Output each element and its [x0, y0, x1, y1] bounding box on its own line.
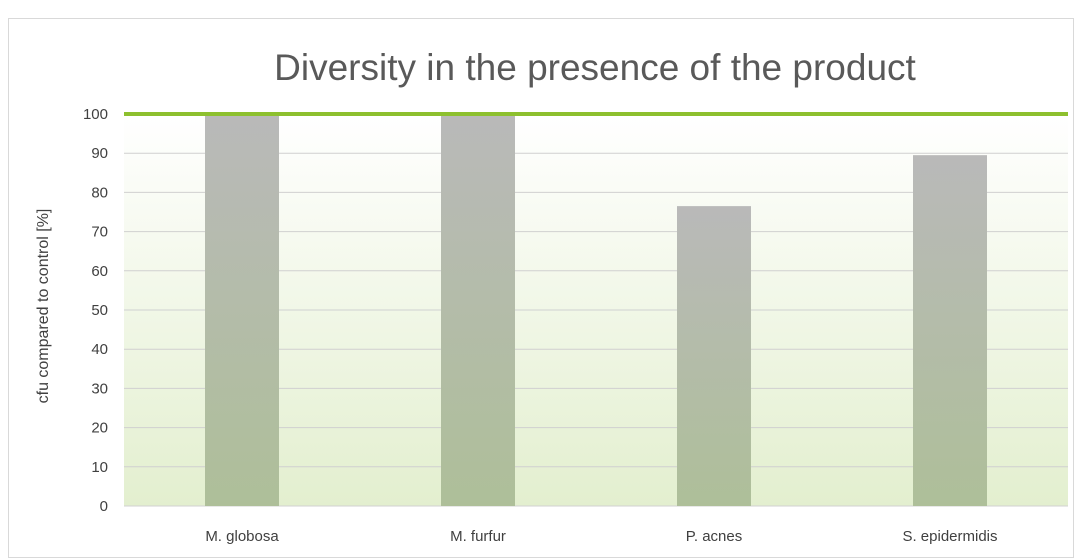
x-tick-label: P. acnes — [686, 528, 742, 545]
y-tick-label: 90 — [91, 145, 108, 162]
y-tick-label: 100 — [83, 106, 108, 123]
y-tick-label: 10 — [91, 459, 108, 476]
x-tick-label: M. furfur — [450, 528, 506, 545]
y-tick-label: 30 — [91, 380, 108, 397]
bar-m-globosa — [205, 114, 279, 506]
bars — [205, 114, 987, 506]
y-tick-label: 50 — [91, 302, 108, 319]
y-axis-title: cfu compared to control [%] — [35, 209, 52, 404]
bar-p-acnes — [677, 206, 751, 506]
x-axis-ticks: M. globosa M. furfur P. acnes S. epidermidi… — [205, 528, 997, 545]
x-tick-label: S. epidermidis — [902, 528, 997, 545]
bar-m-furfur — [441, 114, 515, 506]
gridlines — [124, 152, 1068, 507]
y-tick-label: 20 — [91, 420, 108, 437]
chart-title: Diversity in the presence of the product — [274, 47, 916, 88]
y-tick-label: 70 — [91, 224, 108, 241]
y-tick-label: 80 — [91, 184, 108, 201]
y-tick-label: 0 — [100, 498, 108, 515]
x-tick-label: M. globosa — [205, 528, 279, 545]
y-tick-label: 40 — [91, 341, 108, 358]
y-tick-label: 60 — [91, 263, 108, 280]
y-axis-ticks: 0 10 20 30 40 50 60 70 80 90 100 — [83, 106, 108, 515]
bar-s-epidermidis — [913, 155, 987, 506]
